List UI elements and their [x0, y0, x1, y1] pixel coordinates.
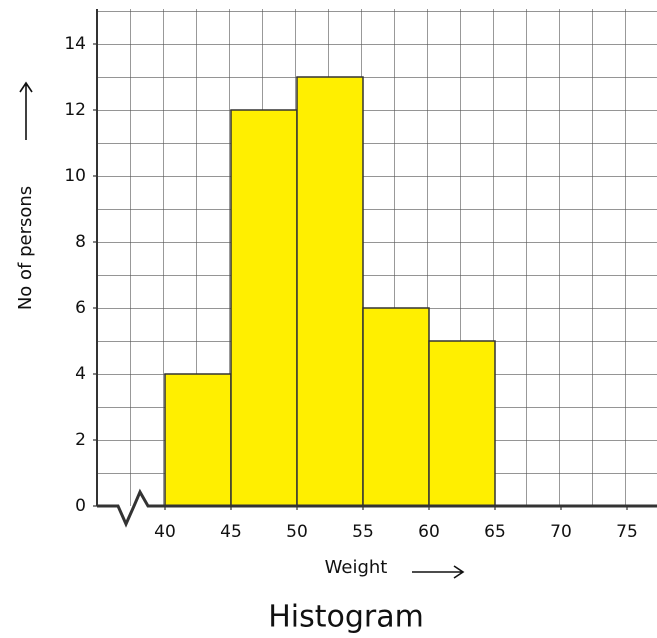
y-tick-label: 0 [75, 496, 86, 516]
x-tick-label: 75 [616, 522, 638, 542]
chart-title: Histogram [268, 600, 424, 635]
bar [164, 373, 232, 507]
bar [362, 307, 430, 507]
x-tick-label: 70 [550, 522, 572, 542]
bar [296, 76, 364, 507]
y-tick-label: 12 [64, 100, 86, 120]
x-tick-label: 45 [220, 522, 242, 542]
bar [428, 340, 496, 507]
y-tick-label: 14 [64, 34, 86, 54]
x-tick-label: 55 [352, 522, 374, 542]
y-tick-label: 2 [75, 430, 86, 450]
x-axis-arrow [412, 565, 465, 579]
y-tick-label: 4 [75, 364, 86, 384]
y-tick-label: 8 [75, 232, 86, 252]
y-tick-label: 10 [64, 166, 86, 186]
y-axis-label: No of persons [15, 186, 36, 310]
plot-area [93, 9, 657, 528]
y-axis-arrow [19, 81, 33, 140]
x-axis [97, 488, 657, 528]
x-tick-label: 40 [154, 522, 176, 542]
x-tick-label: 65 [484, 522, 506, 542]
bar [230, 109, 298, 507]
x-tick-label: 50 [286, 522, 308, 542]
x-axis-label: Weight [325, 557, 388, 578]
x-tick-label: 60 [418, 522, 440, 542]
y-tick-label: 6 [75, 298, 86, 318]
